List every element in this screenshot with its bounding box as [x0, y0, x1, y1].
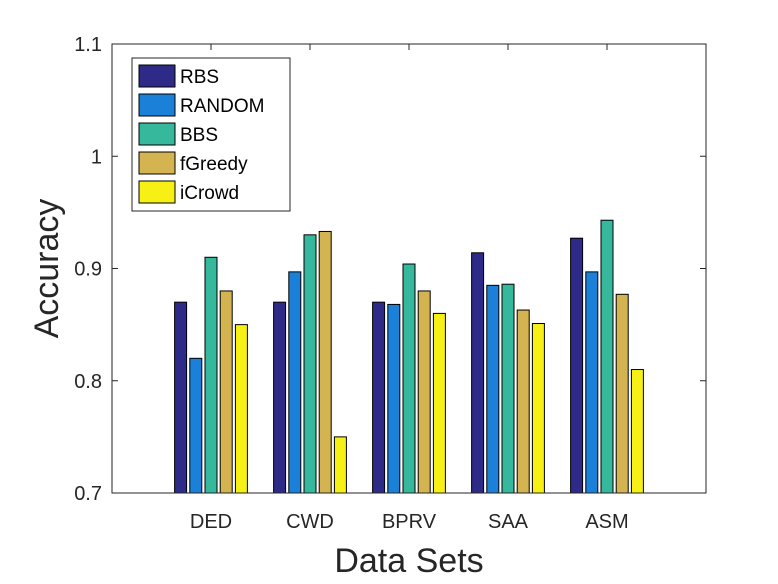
bar-bbs-saa [501, 283, 515, 494]
bars-group [174, 219, 644, 494]
legend-swatch-rbs [138, 64, 176, 88]
bar-icrowd-ded [234, 324, 248, 494]
bar-random-ded [189, 357, 203, 494]
bar-rbs-saa [471, 252, 485, 494]
y-tick-label: 0.7 [74, 483, 102, 505]
x-axis-title: Data Sets [334, 542, 483, 580]
bar-fgreedy-ded [219, 290, 233, 494]
bar-random-saa [486, 284, 500, 494]
legend-label-rbs: RBS [180, 67, 219, 88]
y-axis-title: Accuracy [28, 199, 66, 339]
y-tick-label: 0.9 [74, 259, 102, 281]
bar-rbs-bprv [372, 301, 386, 494]
x-tick-label-bprv: BPRV [382, 511, 437, 533]
bar-fgreedy-cwd [318, 230, 332, 494]
bar-fgreedy-bprv [417, 290, 431, 494]
bar-random-cwd [288, 271, 302, 494]
bar-fgreedy-saa [516, 309, 530, 494]
x-tick-label-saa: SAA [488, 511, 529, 533]
legend-swatch-bbs [138, 122, 176, 146]
bar-icrowd-cwd [333, 436, 347, 494]
bar-bbs-bprv [402, 263, 416, 494]
bar-icrowd-saa [531, 323, 545, 494]
legend-label-random: RANDOM [180, 96, 264, 117]
legend-swatch-random [138, 93, 176, 117]
bar-fgreedy-asm [615, 293, 629, 494]
bar-rbs-ded [174, 301, 188, 494]
bar-random-bprv [387, 303, 401, 494]
bar-bbs-asm [600, 219, 614, 494]
x-tick-label-ded: DED [190, 511, 232, 533]
legend-swatch-fgreedy [138, 151, 176, 175]
y-axis: 0.7 0.8 0.9 1 1.1 [74, 34, 706, 505]
legend: RBS RANDOM BBS fGreedy iCrowd [131, 57, 291, 212]
bar-icrowd-bprv [432, 312, 446, 494]
y-tick-label: 1.1 [74, 34, 102, 56]
x-tick-label-asm: ASM [585, 511, 628, 533]
plot-frame [111, 43, 707, 494]
bar-icrowd-asm [630, 369, 644, 494]
bar-bbs-ded [204, 256, 218, 494]
bar-random-asm [585, 271, 599, 494]
legend-swatch-icrowd [138, 180, 176, 204]
legend-label-bbs: BBS [180, 125, 218, 146]
legend-label-fgreedy: fGreedy [180, 154, 248, 175]
x-axis: DED CWD BPRV SAA ASM [190, 44, 629, 533]
bar-rbs-asm [570, 237, 584, 494]
y-tick-label: 0.8 [74, 371, 102, 393]
legend-label-icrowd: iCrowd [180, 183, 239, 204]
bar-bbs-cwd [303, 234, 317, 494]
y-tick-label: 1 [91, 146, 102, 168]
bar-rbs-cwd [273, 301, 287, 494]
x-tick-label-cwd: CWD [286, 511, 334, 533]
